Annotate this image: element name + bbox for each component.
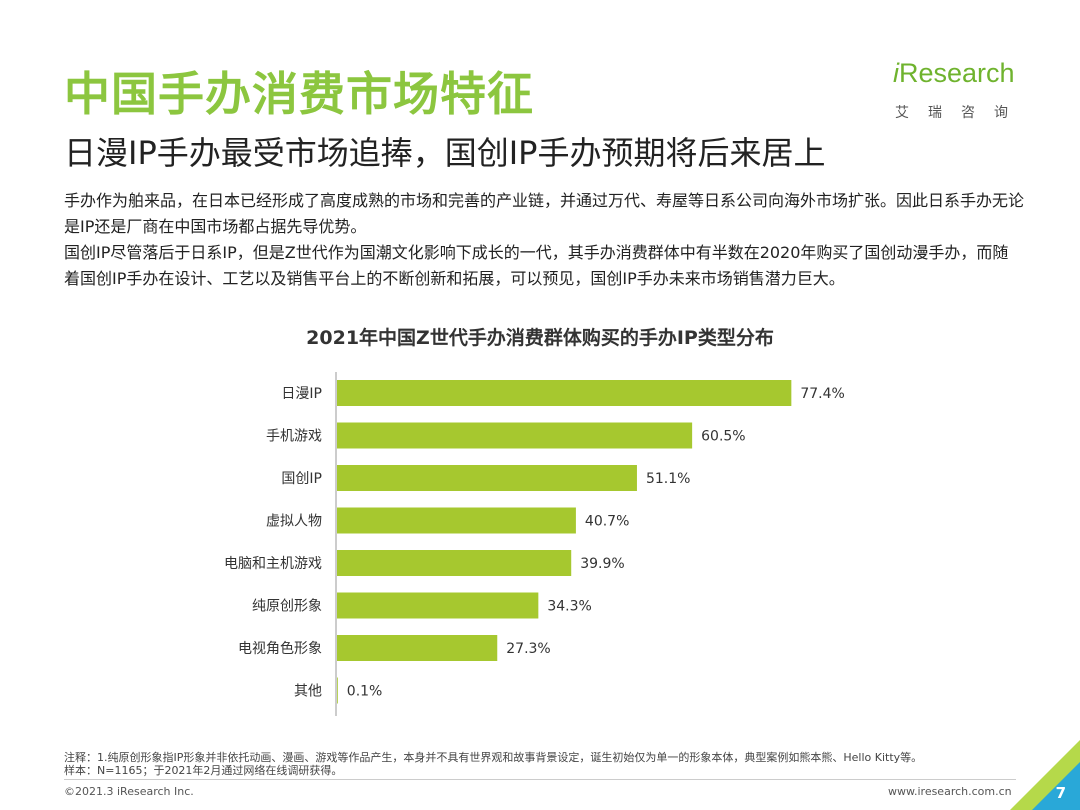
value-label: 27.3% (506, 641, 550, 657)
iresearch-logo: iResearch 艾瑞咨询 (893, 58, 1033, 128)
value-label: 77.4% (800, 386, 844, 402)
category-label: 纯原创形象 (252, 599, 322, 615)
category-label: 国创IP (281, 471, 322, 487)
bar (337, 592, 539, 619)
category-label: 电脑和主机游戏 (224, 556, 322, 572)
bar (337, 422, 693, 449)
description: 手办作为舶来品，在日本已经形成了高度成熟的市场和完善的产业链，并通过万代、寿屋等… (64, 188, 1024, 292)
description-paragraph-1: 手办作为舶来品，在日本已经形成了高度成熟的市场和完善的产业链，并通过万代、寿屋等… (64, 191, 1025, 236)
bar (337, 507, 576, 534)
page-subtitle: 日漫IP手办最受市场追捧，国创IP手办预期将后来居上 (64, 134, 826, 172)
description-paragraph-2: 国创IP尽管落后于日系IP，但是Z世代作为国潮文化影响下成长的一代，其手办消费群… (64, 243, 1009, 288)
bar (337, 380, 792, 406)
footnote-line-2: 样本：N=1165；于2021年2月通过网络在线调研获得。 (64, 764, 343, 777)
footer-divider (64, 779, 1016, 780)
category-label: 电视角色形象 (238, 640, 322, 657)
chart-title: 2021年中国Z世代手办消费群体购买的手办IP类型分布 (306, 327, 774, 349)
bar (337, 465, 637, 491)
footnote: 注释：1.纯原创形象指IP形象并非依托动画、漫画、游戏等作品产生，本身并不具有世… (64, 751, 922, 777)
page-number: 7 (1055, 784, 1066, 802)
category-label: 其他 (294, 684, 322, 700)
corner-decoration (1010, 740, 1080, 810)
logo-wordmark: iResearch (893, 58, 1015, 89)
value-label: 60.5% (701, 429, 745, 445)
copyright: ©2021.3 iResearch Inc. (64, 785, 194, 798)
bar (337, 550, 572, 576)
value-label: 0.1% (347, 684, 383, 700)
value-label: 39.9% (580, 556, 624, 572)
footnote-line-1: 注释：1.纯原创形象指IP形象并非依托动画、漫画、游戏等作品产生，本身并不具有世… (64, 751, 923, 764)
value-label: 51.1% (646, 471, 690, 487)
logo-i: i (893, 58, 899, 88)
category-label: 虚拟人物 (266, 514, 322, 530)
bar-chart: 日漫IP 77.4% 手机游戏 60.5% 国创IP 51.1% 虚拟人物 40.7% 电脑和主… (224, 372, 845, 716)
bar (337, 677, 338, 704)
value-label: 34.3% (547, 599, 591, 615)
category-label: 手机游戏 (266, 429, 322, 445)
page-title: 中国手办消费市场特征 (64, 67, 534, 121)
logo-research: Research (899, 58, 1015, 88)
value-label: 40.7% (585, 514, 629, 530)
bar (337, 635, 498, 661)
category-label: 日漫IP (281, 386, 322, 402)
logo-chinese: 艾瑞咨询 (895, 105, 1027, 121)
website: www.iresearch.com.cn (888, 785, 1012, 798)
